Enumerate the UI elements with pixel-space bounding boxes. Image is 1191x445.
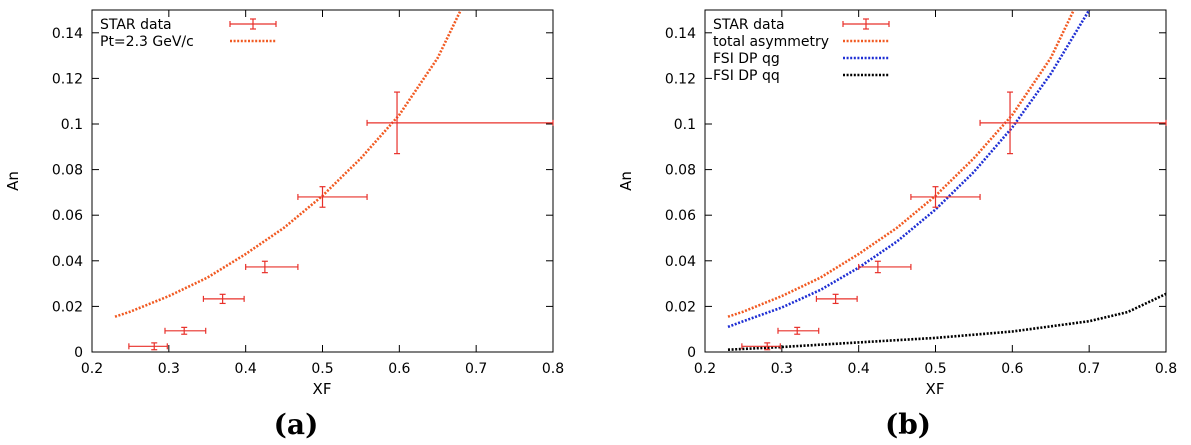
curves-b xyxy=(727,10,1166,351)
x-tick-label: 0.6 xyxy=(1001,361,1023,377)
series-line-2 xyxy=(727,292,1166,351)
data-point xyxy=(815,293,858,305)
y-tick-label: 0.08 xyxy=(52,163,83,179)
legend-label: STAR data xyxy=(100,17,172,33)
curves-a xyxy=(114,10,462,318)
y-tick-label: 0.08 xyxy=(665,163,696,179)
legend-label: total asymmetry xyxy=(713,34,829,50)
data-points-b xyxy=(741,91,1167,351)
data-point xyxy=(164,326,207,335)
x-tick-label: 0.6 xyxy=(388,361,410,377)
y-tick-label: 0.1 xyxy=(61,117,83,133)
y-tick-label: 0.12 xyxy=(52,71,83,87)
legend-label: FSI DP qq xyxy=(713,68,780,84)
data-point xyxy=(202,293,245,305)
legend-swatch-point xyxy=(842,18,890,30)
series-line-1 xyxy=(727,10,1091,329)
x-tick-label: 0.3 xyxy=(158,361,180,377)
x-axis-label-a: XF xyxy=(313,380,332,398)
data-point xyxy=(245,260,299,274)
x-tick-label: 0.7 xyxy=(465,361,487,377)
y-axis-label-b: An xyxy=(617,171,635,191)
x-tick-label: 0.4 xyxy=(848,361,870,377)
x-tick-label: 0.8 xyxy=(1155,361,1177,377)
x-tick-label: 0.2 xyxy=(81,361,103,377)
data-points-a xyxy=(128,91,554,351)
y-tick-label: 0 xyxy=(74,345,83,361)
caption-a: (a) xyxy=(274,408,319,441)
x-tick-label: 0.4 xyxy=(235,361,257,377)
y-tick-label: 0.02 xyxy=(665,299,696,315)
x-tick-label: 0.7 xyxy=(1078,361,1100,377)
x-tick-label: 0.3 xyxy=(771,361,793,377)
y-tick-label: 0 xyxy=(687,345,696,361)
x-axis-label-b: XF xyxy=(926,380,945,398)
y-axis-label-a: An xyxy=(4,171,22,191)
axis-ticks-a: 0.2 0.3 0.4 0.5 0.6 0.7 0.8 0 0.02 0.04 0.06 0.08 0.… xyxy=(52,10,564,377)
y-tick-label: 0.04 xyxy=(665,254,696,270)
series-line-0 xyxy=(114,10,462,318)
x-tick-label: 0.2 xyxy=(694,361,716,377)
series-line-0 xyxy=(727,10,1075,318)
chart-panel-b: 0.2 0.3 0.4 0.5 0.6 0.7 0.8 0 0.02 0.04 0.06 0.08 0.… xyxy=(617,9,1177,441)
axis-ticks-b: 0.2 0.3 0.4 0.5 0.6 0.7 0.8 0 0.02 0.04 0.06 0.08 0.… xyxy=(665,10,1177,377)
legend-label: FSI DP qg xyxy=(713,51,780,67)
x-tick-label: 0.5 xyxy=(924,361,946,377)
data-point xyxy=(128,342,168,351)
y-tick-label: 0.14 xyxy=(52,26,83,42)
x-tick-label: 0.8 xyxy=(542,361,564,377)
y-tick-label: 0.1 xyxy=(674,117,696,133)
data-point xyxy=(777,326,820,335)
caption-b: (b) xyxy=(885,408,931,441)
legend-label: STAR data xyxy=(713,17,785,33)
data-point xyxy=(366,91,554,155)
legend-swatch-point xyxy=(229,18,277,30)
data-point xyxy=(858,260,912,274)
data-point xyxy=(910,186,981,208)
y-tick-label: 0.04 xyxy=(52,254,83,270)
y-tick-label: 0.12 xyxy=(665,71,696,87)
data-point xyxy=(741,342,781,351)
chart-panel-a: 0.2 0.3 0.4 0.5 0.6 0.7 0.8 0 0.02 0.04 0.06 0.08 0.… xyxy=(4,9,564,441)
plot-frame-a xyxy=(91,9,554,353)
x-tick-label: 0.5 xyxy=(311,361,333,377)
data-point xyxy=(297,186,368,208)
y-tick-label: 0.06 xyxy=(665,208,696,224)
y-tick-label: 0.06 xyxy=(52,208,83,224)
y-tick-label: 0.02 xyxy=(52,299,83,315)
y-tick-label: 0.14 xyxy=(665,26,696,42)
data-point xyxy=(979,91,1167,155)
legend-label: Pt=2.3 GeV/c xyxy=(100,34,194,50)
